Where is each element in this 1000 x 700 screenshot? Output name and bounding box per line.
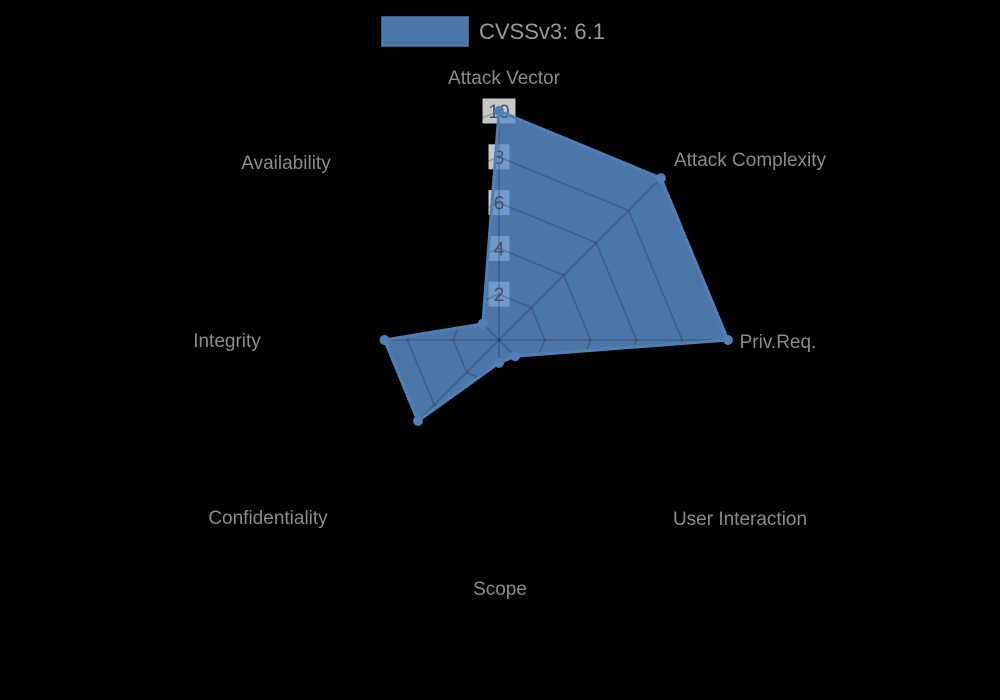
point-label-priv-req: Priv.Req. <box>740 332 817 353</box>
data-point-confidentiality[interactable] <box>413 416 423 426</box>
point-label-attack-complexity: Attack Complexity <box>674 150 827 171</box>
point-label-user-interaction: User Interaction <box>673 509 807 530</box>
legend-swatch <box>381 16 469 47</box>
grid-ring <box>314 155 684 525</box>
legend-item[interactable]: CVSSv3: 6.1 <box>381 16 605 47</box>
data-point-user-interaction[interactable] <box>510 351 521 362</box>
tick-label-8: 8 <box>494 148 505 169</box>
grid-ring <box>360 201 638 479</box>
point-label-layer: Attack Vector Attack Complexity Priv.Req. U… <box>193 68 826 600</box>
angle-line-attack-complexity <box>498 177 662 341</box>
angle-line-availability <box>336 177 500 341</box>
data-point-attack-complexity[interactable] <box>655 173 666 184</box>
tick-label-2: 2 <box>494 285 505 306</box>
point-label-attack-vector: Attack Vector <box>448 68 561 89</box>
point-label-scope: Scope <box>473 579 527 600</box>
angle-line-user-interaction <box>498 339 662 503</box>
grid-layer <box>269 110 729 570</box>
tick-label-6: 6 <box>494 194 505 215</box>
grid-ring <box>452 293 546 387</box>
data-point-scope[interactable] <box>494 357 504 368</box>
point-label-availability: Availability <box>241 153 331 174</box>
series-layer <box>379 106 733 426</box>
grid-ring <box>406 247 592 433</box>
point-label-confidentiality: Confidentiality <box>208 508 328 529</box>
data-point-integrity[interactable] <box>379 335 390 345</box>
series-fill-layer <box>384 111 728 421</box>
data-point-availability[interactable] <box>477 318 488 329</box>
tick-label-4: 4 <box>494 239 505 260</box>
radar-area-fill <box>384 111 728 421</box>
legend-label: CVSSv3: 6.1 <box>479 19 605 44</box>
data-point-attack-vector[interactable] <box>494 106 504 116</box>
data-point-priv-req[interactable] <box>723 335 733 345</box>
point-label-integrity: Integrity <box>193 331 261 352</box>
